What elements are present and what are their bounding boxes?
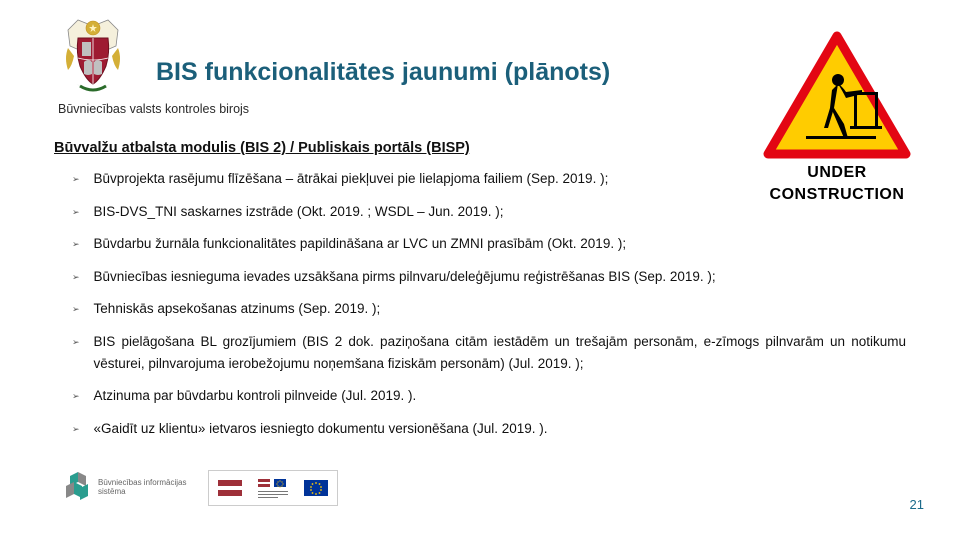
list-item: ➢Atzinuma par būvdarbu kontroli pilnveid… <box>72 385 906 407</box>
eu-funding-block <box>208 470 338 506</box>
bis-logo: Būvniecības informācijas sistēma <box>62 472 186 504</box>
footer-logos: Būvniecības informācijas sistēma <box>62 470 338 506</box>
list-item: ➢Būvniecības iesnieguma ievades uzsākšan… <box>72 266 906 288</box>
list-item: ➢BIS-DVS_TNI saskarnes izstrāde (Okt. 20… <box>72 201 906 223</box>
bis-logo-text: Būvniecības informācijas sistēma <box>98 479 186 497</box>
list-item: ➢BIS pielāgošana BL grozījumiem (BIS 2 d… <box>72 331 906 374</box>
under-construction-sign: UNDER CONSTRUCTION <box>762 30 912 203</box>
list-item: ➢Būvdarbu žurnāla funkcionalitātes papil… <box>72 233 906 255</box>
bullet-icon: ➢ <box>72 172 80 186</box>
slide-title: BIS funkcionalitātes jaunumi (plānots) <box>156 58 610 87</box>
bullet-list: ➢Būvprojekta rasējumu flīzēšana – ātrāka… <box>72 168 906 439</box>
sign-text-line2: CONSTRUCTION <box>762 186 912 204</box>
bullet-icon: ➢ <box>72 335 80 349</box>
bullet-icon: ➢ <box>72 205 80 219</box>
bullet-icon: ➢ <box>72 389 80 403</box>
list-item: ➢Tehniskās apsekošanas atzinums (Sep. 20… <box>72 298 906 320</box>
page-number: 21 <box>910 497 924 512</box>
list-item: ➢«Gaidīt uz klientu» ietvaros iesniegto … <box>72 418 906 440</box>
bullet-icon: ➢ <box>72 302 80 316</box>
bullet-icon: ➢ <box>72 270 80 284</box>
sign-text-line1: UNDER <box>762 164 912 182</box>
latvia-coat-of-arms <box>58 18 128 96</box>
bullet-icon: ➢ <box>72 422 80 436</box>
bullet-icon: ➢ <box>72 237 80 251</box>
